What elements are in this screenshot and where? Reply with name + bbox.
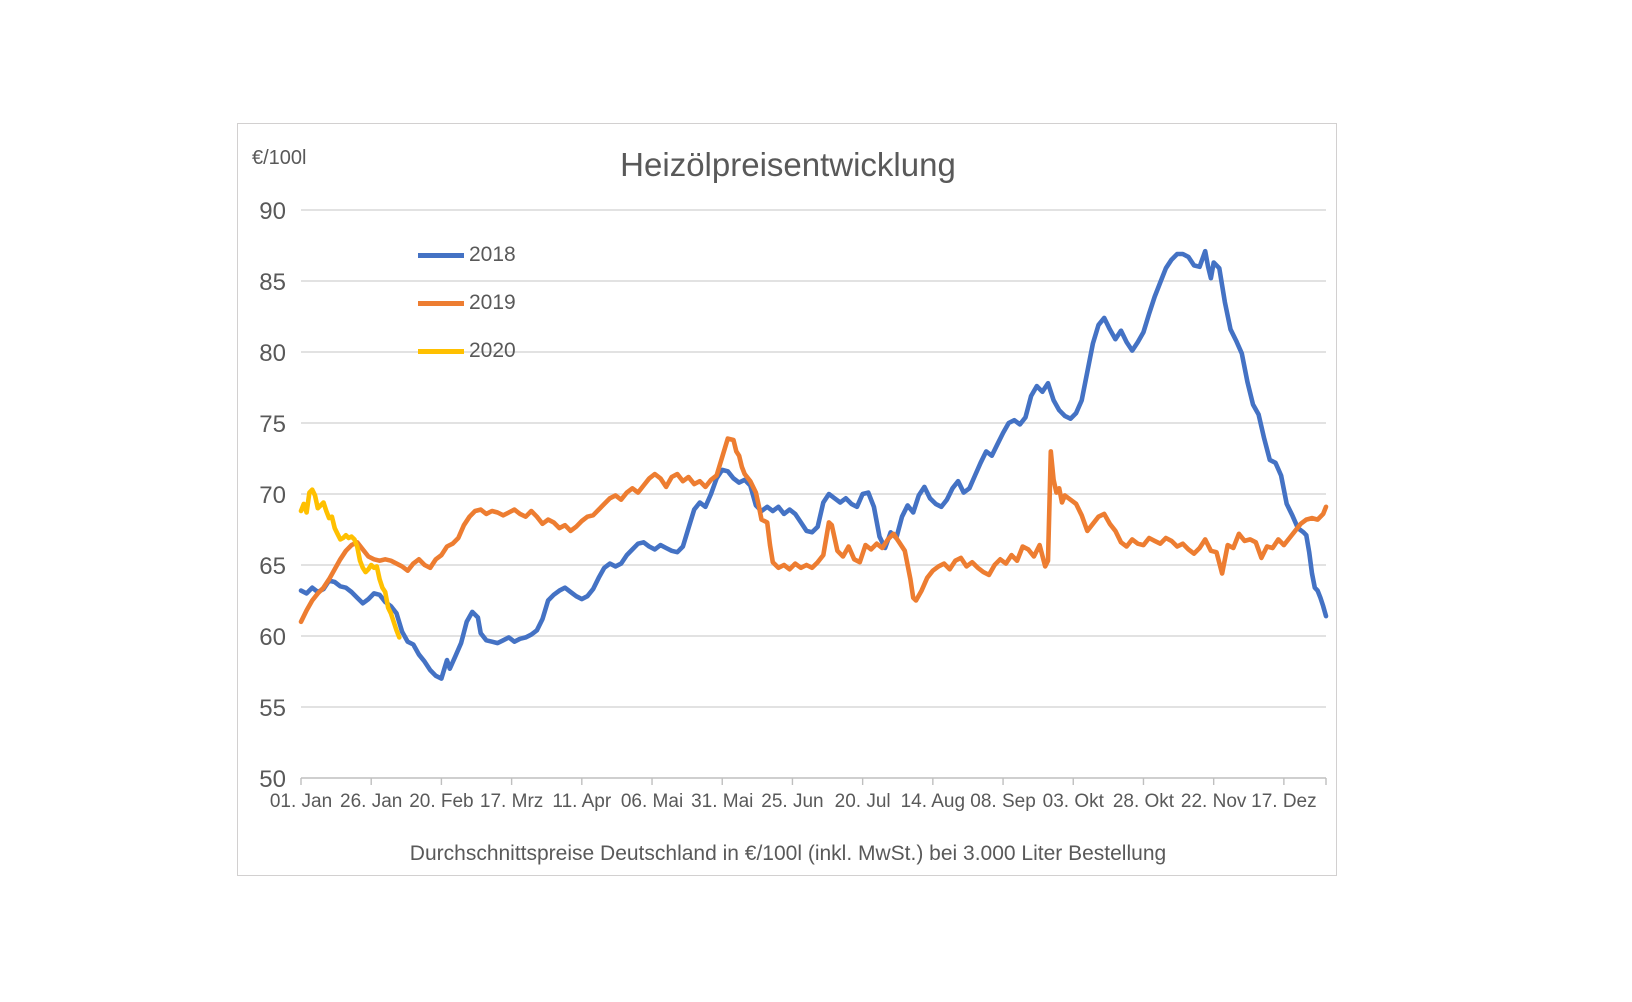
series-line-2019 bbox=[298, 436, 1329, 625]
x-tick-label: 06. Mai bbox=[621, 791, 683, 812]
x-tick-label: 20. Feb bbox=[409, 791, 473, 812]
chart-box: 50 55 60 65 70 75 80 85 90 01. Jan 26. Jan 20. Feb 1… bbox=[237, 123, 1337, 876]
x-tick-label: 20. Jul bbox=[835, 791, 891, 812]
series-line-2020 bbox=[298, 487, 402, 640]
y-tick-label: 60 bbox=[259, 624, 286, 651]
x-tick-label: 26. Jan bbox=[340, 791, 402, 812]
y-axis-unit-label: €/100l bbox=[252, 147, 307, 169]
x-tick-label: 28. Okt bbox=[1113, 791, 1175, 812]
y-tick-label: 90 bbox=[259, 198, 286, 225]
y-tick-label: 70 bbox=[259, 482, 286, 509]
series-line-2018 bbox=[298, 248, 1329, 681]
chart-caption: Durchschnittspreise Deutschland in €/100… bbox=[409, 842, 1167, 865]
legend-swatch-2019 bbox=[418, 300, 464, 306]
legend-swatch-2020 bbox=[418, 348, 464, 354]
legend-label-2018: 2018 bbox=[469, 243, 516, 266]
legend-swatch-2018 bbox=[418, 252, 464, 258]
chart-title: Heizölpreisentwicklung bbox=[620, 146, 956, 183]
x-tick-label: 14. Aug bbox=[901, 791, 965, 812]
y-tick-label: 55 bbox=[259, 695, 286, 722]
x-tick-label: 03. Okt bbox=[1043, 791, 1105, 812]
x-tick-label: 01. Jan bbox=[270, 791, 332, 812]
plot-svg: 50 55 60 65 70 75 80 85 90 01. Jan 26. Jan 20. Feb 1… bbox=[259, 198, 1329, 812]
x-tick-label: 08. Sep bbox=[970, 791, 1036, 812]
legend-label-2020: 2020 bbox=[469, 339, 516, 362]
x-tick-label: 11. Apr bbox=[552, 791, 611, 812]
legend: 2018 2019 2020 bbox=[418, 243, 516, 388]
x-tick-label: 22. Nov bbox=[1181, 791, 1247, 812]
y-tick-label: 50 bbox=[259, 766, 286, 793]
x-tick-label: 17. Mrz bbox=[480, 791, 543, 812]
x-tick-label: 25. Jun bbox=[761, 791, 823, 812]
y-tick-label: 65 bbox=[259, 553, 286, 580]
legend-item-2019: 2019 bbox=[418, 291, 516, 314]
x-tick-label: 17. Dez bbox=[1251, 791, 1316, 812]
legend-item-2020: 2020 bbox=[418, 339, 516, 362]
legend-item-2018: 2018 bbox=[418, 243, 516, 266]
x-tick-label: 31. Mai bbox=[691, 791, 753, 812]
y-tick-label: 80 bbox=[259, 340, 286, 367]
legend-label-2019: 2019 bbox=[469, 291, 516, 314]
y-tick-label: 75 bbox=[259, 411, 286, 438]
y-tick-label: 85 bbox=[259, 269, 286, 296]
